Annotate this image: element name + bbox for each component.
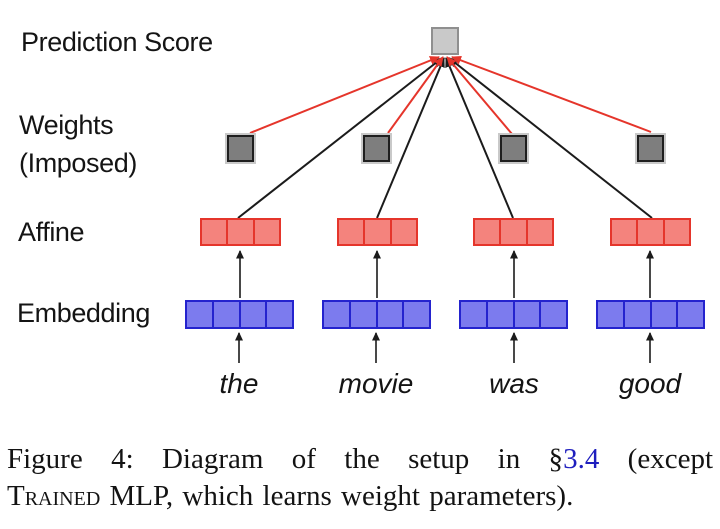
caption-text-after-ref: (except (627, 443, 714, 475)
embedding-vector-4 (596, 300, 705, 329)
caption-text-before-ref: Diagram of the setup in § (161, 443, 564, 475)
caption-smallcaps-trained: Trained (7, 480, 101, 512)
affine-vector-2 (337, 218, 418, 246)
vector-cell (475, 220, 499, 244)
weight-box-3 (500, 135, 527, 162)
vector-cell (539, 302, 566, 327)
input-token-4: good (618, 368, 682, 399)
weight-box-4 (637, 135, 664, 162)
weight-edge-3 (446, 56, 513, 135)
affine-edge-3 (445, 57, 514, 219)
vector-cell (211, 302, 239, 327)
row-label-imposed: (Imposed) (19, 148, 137, 178)
vector-cell (512, 302, 540, 327)
affine-edge-4 (448, 57, 653, 219)
row-label-embedding: Embedding (17, 298, 150, 328)
input-token-2: movie (338, 368, 414, 399)
vector-cell (636, 220, 662, 244)
vector-cell (676, 302, 703, 327)
input-token-1: the (219, 368, 259, 399)
vector-cell (622, 302, 650, 327)
caption-figure-label: Figure 4: (7, 443, 134, 475)
affine-vector-1 (200, 218, 281, 246)
vector-cell (252, 220, 279, 244)
vector-cell (612, 220, 636, 244)
weight-edge-2 (387, 56, 444, 134)
vector-cell (461, 302, 486, 327)
affine-edge-1 (237, 57, 443, 219)
vector-cell (187, 302, 212, 327)
vector-cell (265, 302, 292, 327)
vector-cell (499, 220, 525, 244)
embedding-vector-1 (185, 300, 294, 329)
vector-cell (238, 302, 266, 327)
vector-cell (402, 302, 429, 327)
prediction-score-box (431, 27, 459, 55)
vector-cell (375, 302, 403, 327)
row-label-affine: Affine (18, 217, 85, 247)
caption-line2-rest: MLP, which learns weight parameters). (109, 480, 574, 512)
caption-line-1: Figure 4: Diagram of the setup in §3.4 (… (7, 441, 713, 478)
vector-cell (324, 302, 349, 327)
vector-cell (339, 220, 363, 244)
row-label-prediction-score: Prediction Score (21, 27, 213, 57)
affine-vector-3 (473, 218, 554, 246)
embedding-vector-2 (322, 300, 431, 329)
weight-box-2 (363, 135, 390, 162)
figure-caption: Figure 4: Diagram of the setup in §3.4 (… (7, 441, 713, 515)
input-token-3: was (489, 368, 539, 399)
embedding-vector-3 (459, 300, 568, 329)
affine-edge-2 (376, 57, 445, 219)
vector-cell (662, 220, 689, 244)
weight-box-1 (227, 135, 254, 162)
vector-cell (649, 302, 677, 327)
weight-edge-4 (451, 55, 652, 133)
vector-cell (202, 220, 226, 244)
affine-vector-4 (610, 218, 691, 246)
vector-cell (598, 302, 623, 327)
vector-cell (363, 220, 389, 244)
vector-cell (348, 302, 376, 327)
vector-cell (485, 302, 513, 327)
section-link[interactable]: 3.4 (563, 443, 600, 475)
row-label-weights: Weights (19, 110, 114, 140)
weight-edge-1 (249, 56, 440, 134)
caption-line-2: Trained MLP, which learns weight paramet… (7, 478, 713, 515)
vector-cell (389, 220, 416, 244)
connections-svg (235, 55, 654, 363)
vector-cell (525, 220, 552, 244)
vector-cell (226, 220, 252, 244)
